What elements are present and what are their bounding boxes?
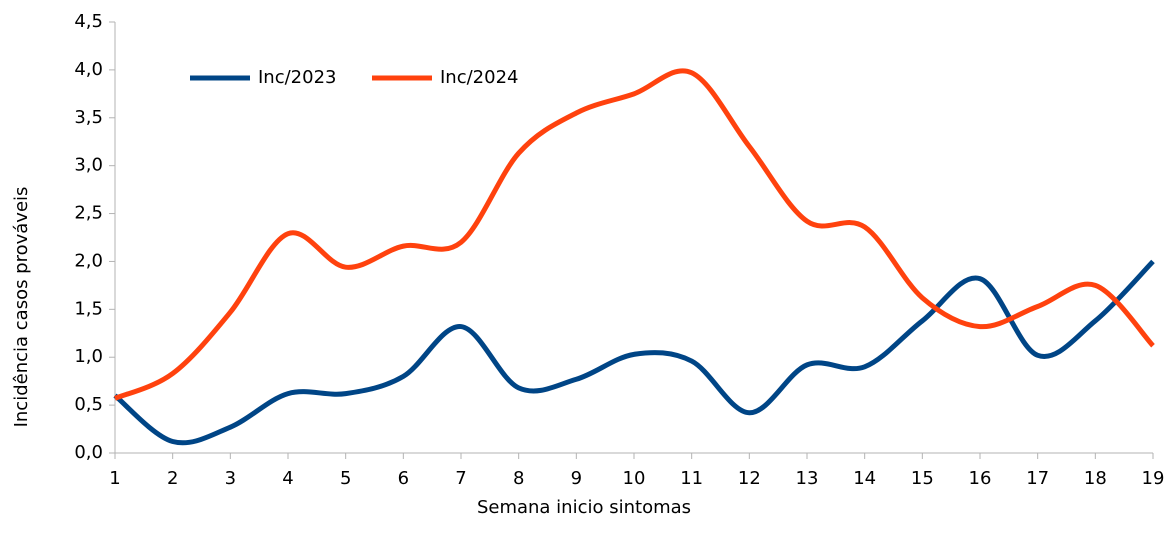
x-tick-label: 2 [167,468,178,489]
series-line [114,68,1155,401]
x-tick-label: 16 [969,468,992,489]
legend-label: Inc/2023 [258,67,337,88]
series-line [113,259,1155,446]
x-tick-label: 12 [738,468,761,489]
y-tick-label: 1,5 [74,298,103,319]
y-tick-label: 4,0 [74,59,103,80]
x-tick-label: 13 [796,468,819,489]
y-tick-label: 3,5 [74,107,103,128]
x-tick-label: 8 [513,468,524,489]
y-tick-label: 1,0 [74,346,103,367]
y-tick-label: 0,0 [74,442,103,463]
x-tick-label: 18 [1084,468,1107,489]
x-tick-label: 11 [680,468,703,489]
x-tick-label: 10 [623,468,646,489]
x-tick-label: 19 [1142,468,1165,489]
x-tick-label: 15 [911,468,934,489]
y-axis-label: Incidência casos prováveis [11,187,32,428]
x-tick-label: 17 [1026,468,1049,489]
y-tick-label: 0,5 [74,394,103,415]
x-axis-label: Semana inicio sintomas [477,497,691,518]
legend-label: Inc/2024 [440,67,519,88]
x-tick-label: 7 [455,468,466,489]
x-tick-label: 1 [109,468,120,489]
y-tick-label: 4,5 [74,11,103,32]
y-tick-label: 3,0 [74,155,103,176]
x-tick-label: 3 [225,468,236,489]
x-tick-label: 6 [398,468,409,489]
y-tick-label: 2,0 [74,250,103,271]
x-tick-label: 4 [282,468,293,489]
y-tick-label: 2,5 [74,203,103,224]
x-tick-label: 14 [853,468,876,489]
x-tick-label: 5 [340,468,351,489]
x-tick-label: 9 [571,468,582,489]
